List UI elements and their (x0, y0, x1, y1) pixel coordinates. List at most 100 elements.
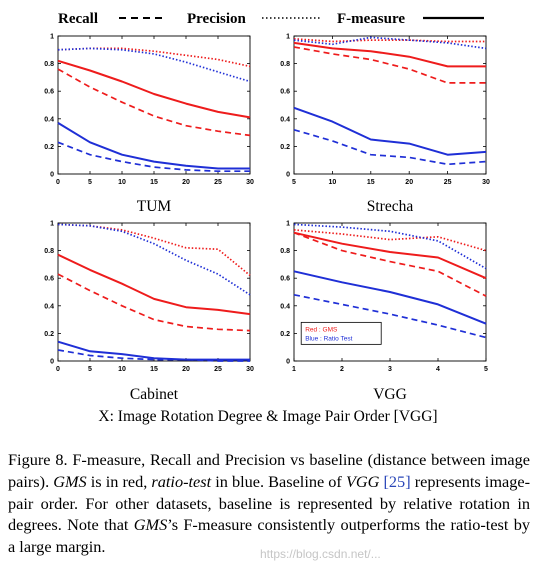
series-line-red-f-measure (293, 231, 487, 280)
series-line-blue-f-measure (293, 270, 487, 325)
y-tick-label: 1 (50, 221, 54, 228)
chart-title: Cabinet (130, 386, 179, 403)
series-line-blue-f-measure (57, 122, 250, 170)
series-line-blue-precision (293, 36, 487, 50)
x-tick-label: 0 (56, 366, 60, 373)
y-tick-label: 0 (50, 359, 54, 366)
y-tick-label: 0 (286, 172, 290, 179)
y-tick-label: 0.6 (44, 89, 54, 96)
series-line-red-f-measure (57, 253, 251, 316)
caption-citation-link[interactable]: [25] (383, 471, 411, 491)
caption-gms-2: GMS (133, 515, 168, 535)
caption-part-2: is in red, (86, 471, 152, 491)
series-line-red-recall (57, 273, 251, 332)
x-tick-label: 15 (367, 179, 375, 186)
y-tick-label: 1 (286, 34, 290, 41)
chart-title: TUM (137, 198, 172, 215)
chart-title: VGG (373, 386, 407, 403)
plot-area-frame (293, 35, 487, 175)
y-tick-label: 0 (286, 359, 290, 366)
x-tick-label: 20 (182, 366, 190, 373)
y-tick-label: 0.2 (280, 144, 290, 151)
series-line-blue-precision (57, 223, 251, 296)
legend-recall-label: Recall (58, 11, 98, 27)
series-line-blue-precision (57, 47, 251, 83)
series-line-blue-precision (293, 223, 487, 270)
y-tick-label: 0.2 (44, 144, 54, 151)
y-tick-label: 0.8 (44, 248, 54, 255)
series-line-red-recall (57, 68, 251, 137)
caption-part-1: Figure 8. F-measure, Recall and Precisio… (8, 450, 530, 491)
x-tick-label: 25 (214, 179, 222, 186)
y-tick-label: 0.4 (44, 303, 54, 310)
chart-panel-4: 0 0.2 0.4 0.6 0.8 1 1 2 3 4 5 Red : GMS Blue : Ratio… (280, 221, 488, 404)
x-tick-label: 1 (292, 366, 296, 373)
top-legend: Recall Precision F-measure (58, 11, 484, 27)
x-tick-label: 30 (246, 366, 254, 373)
caption-gms: GMS (53, 471, 87, 491)
x-tick-label: 20 (182, 179, 190, 186)
y-tick-label: 0.8 (280, 248, 290, 255)
caption-part-5: represents image-pair order. For other d… (8, 471, 530, 535)
caption-ratio-test: ratio-test (151, 471, 212, 491)
series-line-blue-recall (293, 293, 487, 339)
series-line-blue-recall (57, 349, 250, 362)
y-tick-label: 0.4 (280, 303, 290, 310)
y-tick-label: 0.2 (280, 331, 290, 338)
series-line-blue-recall (293, 128, 487, 166)
y-tick-label: 0.8 (280, 61, 290, 68)
x-tick-label: 4 (436, 366, 440, 373)
figure-caption: Figure 8. F-measure, Recall and Precisio… (8, 449, 530, 558)
y-tick-label: 0.4 (44, 116, 54, 123)
caption-part-6: ’s F-measure consistently outperforms th… (8, 515, 530, 557)
y-tick-label: 0 (50, 172, 54, 179)
y-tick-label: 1 (50, 34, 54, 41)
x-tick-label: 10 (329, 179, 337, 186)
chart-title: Strecha (367, 198, 414, 215)
inner-legend-blue-label: Blue : Ratio Test (305, 335, 352, 342)
x-tick-label: 10 (118, 179, 126, 186)
x-tick-label: 5 (484, 366, 488, 373)
x-tick-label: 30 (246, 179, 254, 186)
inner-legend-box (300, 321, 382, 345)
watermark: https://blog.csdn.net/... (260, 547, 381, 561)
x-tick-label: 20 (405, 179, 413, 186)
y-tick-label: 0.4 (280, 116, 290, 123)
caption-part-3: in blue. Baseline of (211, 471, 346, 491)
y-tick-label: 0.6 (280, 89, 290, 96)
inner-legend-red-label: Red : GMS (305, 326, 338, 333)
x-tick-label: 3 (388, 366, 392, 373)
x-tick-label: 0 (56, 179, 60, 186)
caption-vgg: VGG (345, 471, 380, 491)
figure-charts: Recall Precision F-measure 0 0.2 0.4 0.6 0.8… (44, 11, 490, 425)
series-line-red-recall (293, 231, 487, 297)
y-tick-label: 0.8 (44, 61, 54, 68)
x-tick-label: 10 (118, 366, 126, 373)
series-line-red-precision (293, 37, 486, 43)
series-line-red-precision (293, 229, 487, 252)
x-tick-label: 30 (482, 179, 490, 186)
x-tick-label: 25 (444, 179, 452, 186)
series-line-red-f-measure (57, 59, 251, 119)
y-tick-label: 1 (286, 221, 290, 228)
y-tick-label: 0.6 (44, 276, 54, 283)
x-tick-label: 5 (88, 179, 92, 186)
series-line-red-precision (57, 47, 251, 68)
y-tick-label: 0.2 (44, 331, 54, 338)
legend-fmeasure-label: F-measure (337, 11, 405, 27)
series-line-blue-recall (57, 141, 250, 173)
x-tick-label: 15 (150, 179, 158, 186)
x-tick-label: 25 (214, 366, 222, 373)
x-tick-label: 15 (150, 366, 158, 373)
x-tick-label: 5 (292, 179, 296, 186)
legend-precision-label: Precision (187, 11, 247, 27)
series-line-blue-f-measure (293, 106, 487, 156)
series-line-red-recall (293, 46, 486, 84)
series-line-blue-f-measure (57, 340, 250, 361)
x-axis-caption: X: Image Rotation Degree & Image Pair Or… (98, 408, 437, 425)
y-tick-label: 0.6 (280, 276, 290, 283)
series-line-red-f-measure (293, 41, 486, 68)
